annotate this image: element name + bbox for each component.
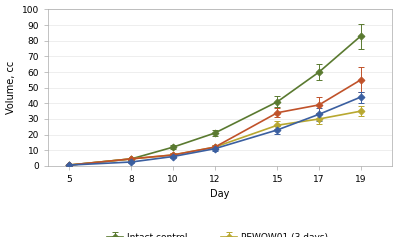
Y-axis label: Volume, cc: Volume, cc xyxy=(6,61,16,114)
Legend: Intact control, PEWOW01 (7 days), PEWOW01 (3 days), PEWOW01 (14 days): Intact control, PEWOW01 (7 days), PEWOW0… xyxy=(107,233,333,237)
X-axis label: Day: Day xyxy=(210,190,230,200)
